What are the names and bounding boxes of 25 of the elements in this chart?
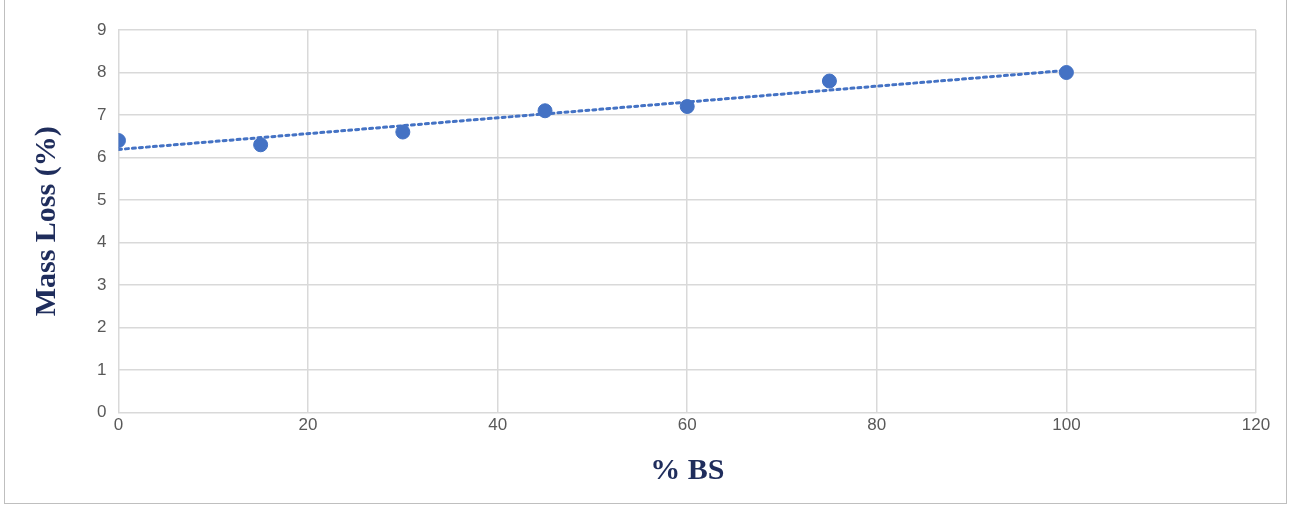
point	[821, 73, 837, 89]
y-tick-label: 1	[96, 359, 107, 379]
y-axis-title: Mass Loss (%)	[27, 126, 62, 317]
point	[679, 99, 695, 115]
x-axis-title: % BS	[650, 451, 725, 485]
point	[537, 103, 553, 119]
x-tick-label: 40	[488, 415, 508, 435]
y-tick-label: 9	[96, 19, 107, 39]
y-tick-label: 8	[96, 62, 107, 82]
x-tick-label: 60	[677, 415, 697, 435]
point	[253, 137, 269, 153]
y-tick-label: 6	[96, 147, 107, 167]
y-tick-label: 4	[96, 232, 107, 252]
x-tick-label: 120	[1241, 415, 1271, 435]
y-tick-label: 0	[96, 402, 107, 422]
x-tick-label: 0	[113, 415, 124, 435]
y-tick-label: 2	[96, 317, 107, 337]
x-tick-label: 20	[298, 415, 318, 435]
point	[1058, 65, 1074, 81]
x-tick-label: 80	[867, 415, 887, 435]
y-tick-label: 5	[96, 189, 107, 209]
x-tick-label: 100	[1052, 415, 1081, 435]
y-tick-label: 7	[96, 104, 107, 124]
point	[395, 124, 411, 140]
y-tick-label: 3	[96, 274, 107, 294]
